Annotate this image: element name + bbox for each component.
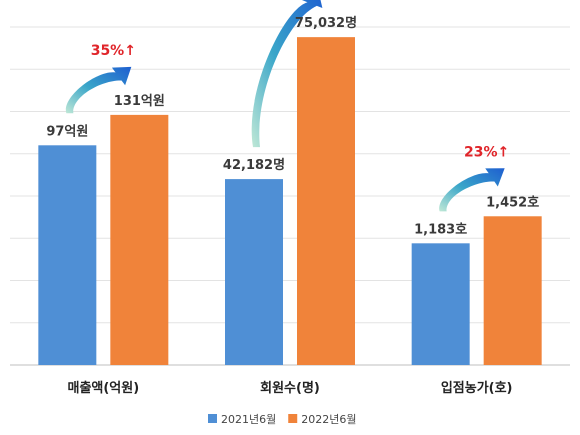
bars xyxy=(38,37,542,365)
category-label: 매출액(억원) xyxy=(67,380,139,396)
data-label: 42,182명 xyxy=(223,157,285,173)
data-label: 1,452호 xyxy=(486,195,539,210)
growth-arrow xyxy=(439,168,505,212)
category-label: 입점농가(호) xyxy=(441,381,513,396)
bar-2022-0 xyxy=(110,114,169,365)
growth-arrows xyxy=(65,0,505,212)
bar-2021-2 xyxy=(411,243,470,365)
data-label: 131억원 xyxy=(114,94,165,109)
labels: 97억원131억원35%↑매출액(억원)42,182명75,032명78%↑회원… xyxy=(46,15,539,396)
bar-2022-1 xyxy=(297,37,355,365)
data-label: 1,183호 xyxy=(414,222,467,237)
bar-2021-0 xyxy=(38,145,97,365)
growth-arrow xyxy=(251,0,323,148)
legend-swatch xyxy=(288,414,298,423)
growth-label: 35%↑ xyxy=(91,43,136,59)
bar-2022-2 xyxy=(483,216,542,365)
legend-label: 2022년6월 xyxy=(301,413,356,426)
bar-2021-1 xyxy=(225,179,283,365)
legend: 2021년6월 2022년6월 xyxy=(208,413,356,426)
growth-arrow xyxy=(65,66,132,114)
legend-swatch xyxy=(208,414,217,423)
growth-label: 23%↑ xyxy=(464,144,509,160)
data-label: 75,032명 xyxy=(295,15,357,31)
category-label: 회원수(명) xyxy=(260,380,320,396)
data-label: 97억원 xyxy=(46,124,88,139)
legend-label: 2021년6월 xyxy=(221,413,276,426)
